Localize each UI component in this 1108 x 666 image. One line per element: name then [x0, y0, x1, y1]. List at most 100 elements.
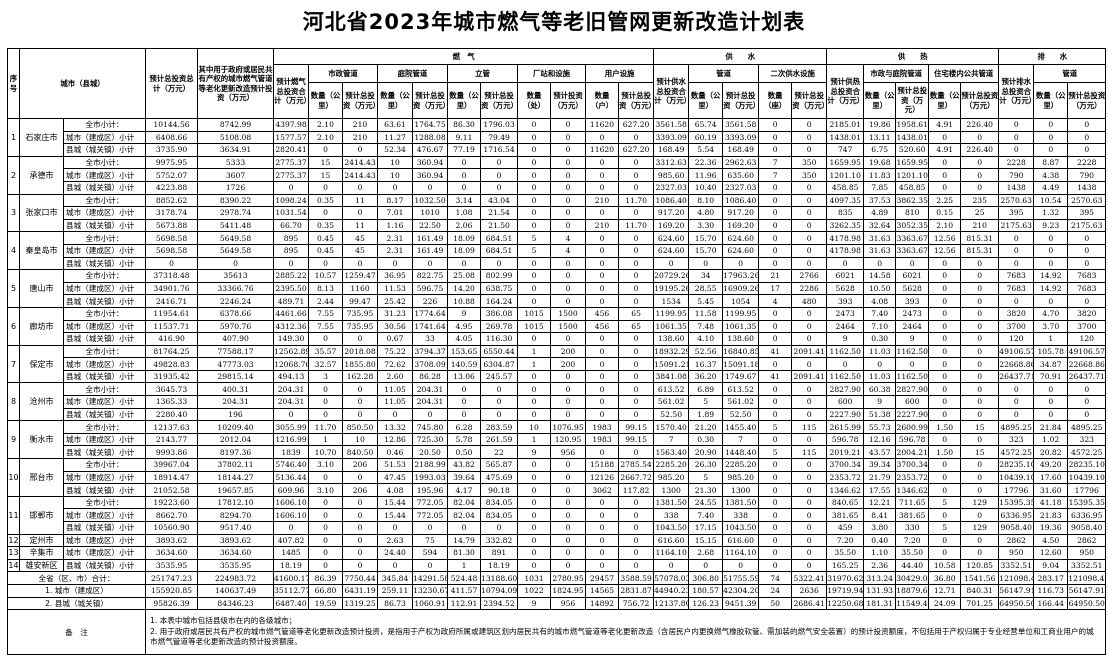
value-cell: 1764.75 [412, 118, 449, 132]
value-cell: 2228 [1067, 155, 1107, 170]
value-cell: 0 [960, 155, 1000, 170]
value-cell: 204.31 [412, 395, 449, 409]
value-cell: 0 [758, 231, 793, 245]
value-cell: 140.59 [447, 357, 482, 371]
value-cell: 210 [585, 218, 620, 233]
value-cell: 0 [758, 495, 793, 510]
value-cell: 0 [960, 483, 1000, 497]
table-row: 1 石家庄市 全市小计： 10144.56 8742.99 4397.98 2.10 210 6… [7, 118, 1107, 157]
value-cell: 1043.50 [722, 521, 760, 535]
value-cell: 0 [517, 521, 552, 535]
city-name: 张家口市 [19, 193, 64, 233]
value-cell: 1061.35 [653, 319, 690, 334]
value-cell: 2416.71 [145, 294, 199, 308]
value-cell: 43.57 [863, 445, 897, 460]
value-cell: 2827.90 [895, 382, 930, 397]
value-cell: 5673.88 [145, 218, 199, 233]
value-cell: 0 [517, 382, 552, 397]
value-cell: 1 [517, 432, 552, 447]
row-type-label: 全市小计： [62, 306, 147, 321]
value-cell: 0 [550, 118, 587, 132]
value-cell: 0 [412, 558, 449, 573]
value-cell: 21.79 [863, 470, 897, 485]
value-cell: 0 [377, 521, 414, 535]
value-cell: 494.13 [273, 369, 310, 384]
value-cell: 204.31 [273, 382, 310, 397]
value-cell: 0 [998, 231, 1035, 245]
value-cell: 1098.24 [273, 193, 310, 208]
header-drain-pipe: 管道 [1033, 64, 1107, 83]
value-cell: 35613 [197, 269, 275, 283]
header-gov: 其中用于政府或居民共有产权的城市燃气管道等老化更新改造预计投资（万元） [197, 48, 275, 119]
table-row: 14 雄安新区 县城（城关镇）小计 3535.95 3535.95 18.19 0 0 0 0 1 1… [7, 558, 1107, 573]
row-type-label: 县城（城关镇）小计 [62, 332, 147, 346]
value-cell: 0 [585, 243, 620, 258]
table-row: 城市（建成区）小计 6408.66 5108.08 1577.57 2.10 210 11.… [8, 130, 1107, 145]
value-cell: 0 [758, 432, 793, 447]
value-cell: 0 [585, 508, 620, 522]
header-water: 供 水 [653, 48, 828, 65]
value-cell: 0 [960, 458, 1000, 472]
header-invest: 预计总投资（万元） [791, 82, 828, 119]
value-cell: 12.56 [928, 231, 962, 245]
value-cell: 0 [618, 395, 655, 409]
table-row: 城市（建成区）小计 5752.07 3607 2775.37 15 2414.43 10 36… [8, 168, 1107, 182]
value-cell: 11.53 [377, 281, 414, 296]
value-cell: 0 [517, 483, 552, 497]
value-cell: 21.54 [480, 206, 519, 220]
value-cell: 45 [342, 243, 379, 258]
value-cell: 1160 [342, 281, 379, 296]
value-cell: 0 [342, 180, 379, 195]
value-cell: 0 [480, 382, 519, 397]
city-name: 邢台市 [19, 458, 64, 497]
value-cell: 1300 [722, 483, 760, 497]
table-body: 1 石家庄市 全市小计： 10144.56 8742.99 4397.98 2.10 210 6… [6, 118, 1107, 656]
value-cell: 35.50 [895, 546, 930, 560]
value-cell: 613.52 [722, 382, 760, 397]
value-cell: 1824.95 [550, 583, 587, 598]
row-seq: 9 [7, 420, 20, 460]
value-cell: 9975.95 [145, 155, 199, 170]
value-cell: 524.48 [447, 571, 482, 585]
header-invest: 预计总投资（万元） [722, 82, 760, 119]
value-cell: 0 [1033, 130, 1069, 145]
row-seq: 8 [7, 382, 20, 422]
value-cell: 0 [928, 470, 962, 485]
header-gas-municipal: 市政管道 [308, 64, 379, 83]
value-cell: 395 [998, 206, 1035, 220]
value-cell: 1216.99 [273, 432, 310, 447]
value-cell: 7 [653, 432, 690, 447]
value-cell: 0 [447, 256, 482, 271]
value-cell: 4.17 [447, 483, 482, 497]
value-cell: 0 [377, 180, 414, 195]
value-cell: 0 [1033, 395, 1069, 409]
header-qty: 数量（公里） [688, 82, 724, 119]
value-cell: 2394.52 [480, 596, 519, 611]
value-cell: 3535.95 [145, 558, 199, 573]
value-cell: 115 [791, 445, 828, 460]
value-cell: 0 [550, 508, 587, 522]
value-cell: 82.04 [447, 495, 482, 510]
value-cell: 12126 [585, 470, 620, 485]
value-cell: 0 [722, 256, 760, 271]
value-cell: 63.61 [377, 118, 414, 132]
value-cell: 25 [960, 206, 1000, 220]
value-cell: 210 [960, 218, 1000, 233]
value-cell: 1.02 [1033, 432, 1069, 447]
value-cell: 15 [308, 168, 344, 182]
value-cell: 0 [1033, 294, 1069, 308]
value-cell: 0 [791, 546, 828, 560]
value-cell: 1043.50 [653, 521, 690, 535]
value-cell: 28.55 [688, 281, 724, 296]
row-type-label: 城市（建成区）小计 [62, 206, 147, 220]
header-qty: 数量（公里） [447, 82, 482, 119]
value-cell: 0 [618, 445, 655, 460]
value-cell: 1570.40 [653, 420, 690, 434]
value-cell: 9.23 [1033, 218, 1069, 233]
value-cell: 12068.76 [273, 357, 310, 371]
value-cell: 0 [928, 294, 962, 308]
value-cell: 120.95 [550, 432, 587, 447]
value-cell: 1031.54 [273, 206, 310, 220]
value-cell: 13188.60 [480, 571, 519, 585]
value-cell: 8.41 [863, 508, 897, 522]
